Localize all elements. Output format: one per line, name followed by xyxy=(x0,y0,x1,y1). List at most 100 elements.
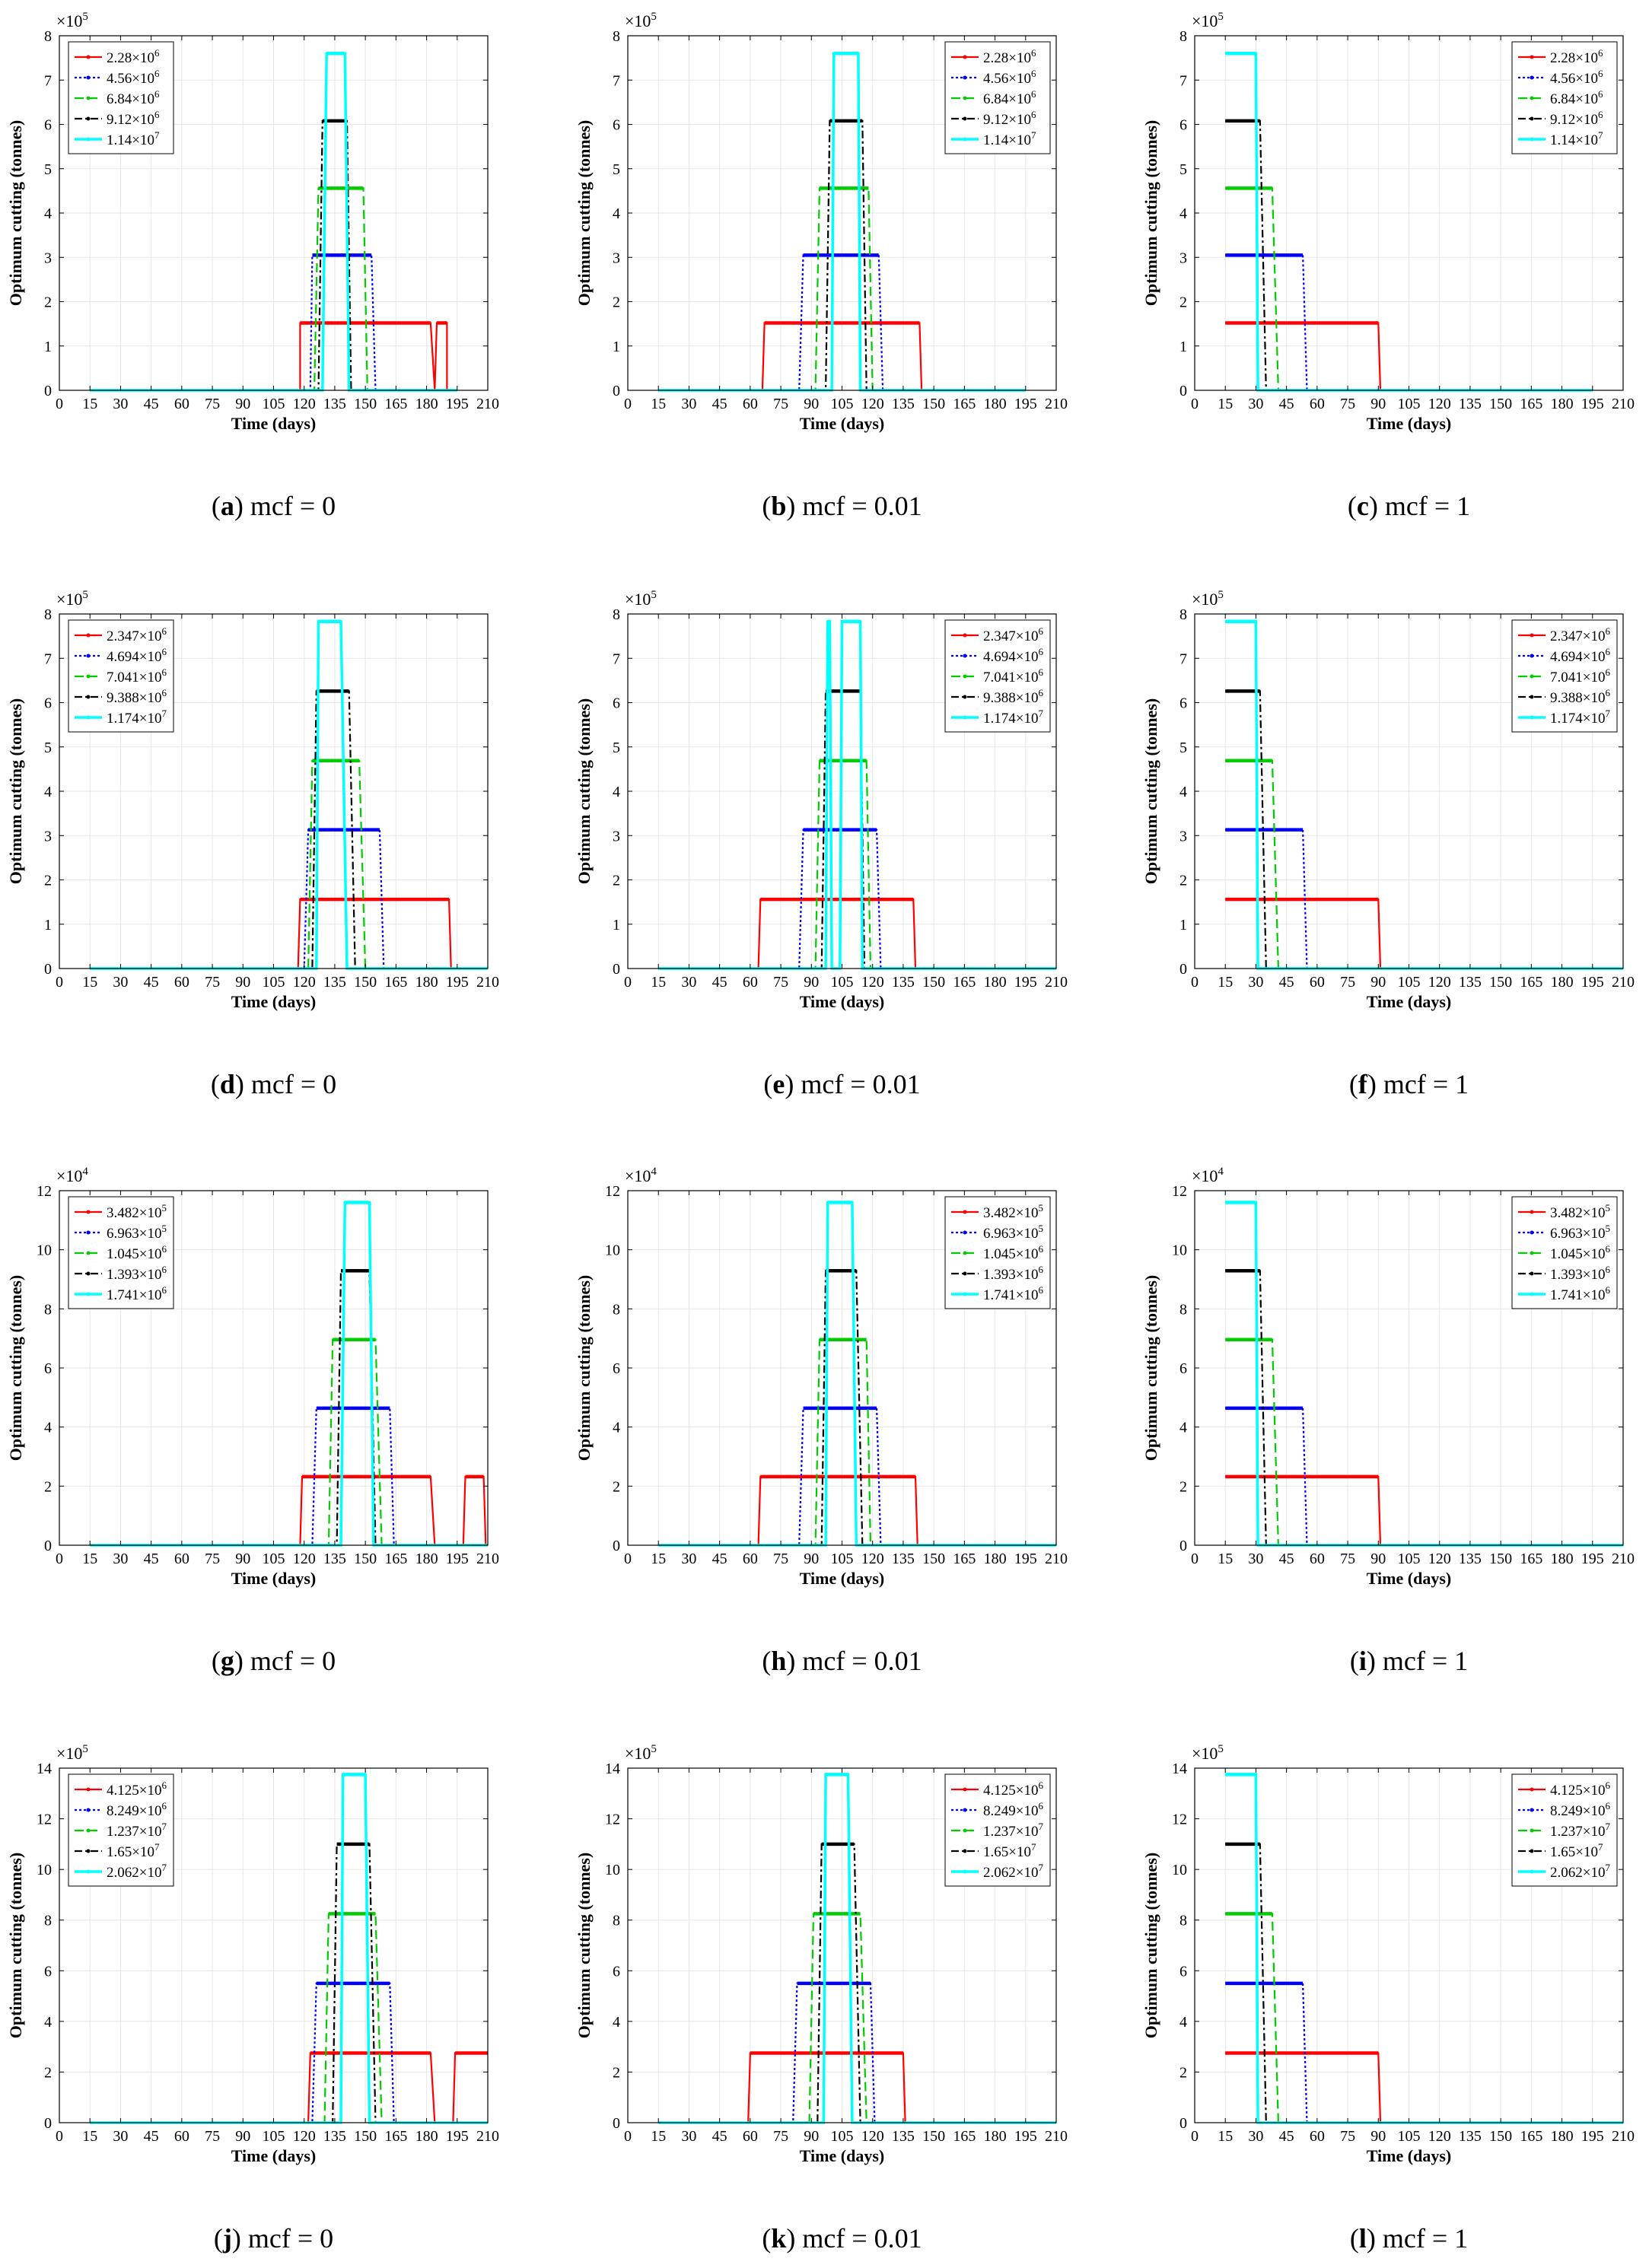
x-tick-label: 90 xyxy=(235,1551,250,1567)
legend-label-2: 8.249×106 xyxy=(107,1800,167,1819)
x-axis-label: Time (days) xyxy=(1367,2146,1451,2165)
legend-label-2: 6.963×105 xyxy=(1550,1223,1610,1242)
y-tick-label: 8 xyxy=(613,606,620,623)
x-tick-label: 165 xyxy=(384,974,407,991)
y-tick-label: 4 xyxy=(44,205,52,222)
chart-panel-c: 0 15 30 45 60 75 90 105 120 135 150 165 180 195 210012… xyxy=(1141,11,1635,521)
legend-label-4: 1.393×106 xyxy=(107,1264,167,1283)
y-tick-label: 4 xyxy=(613,1420,620,1436)
caption-mcf: mcf = 0.01 xyxy=(795,2223,922,2254)
y-tick-label: 6 xyxy=(44,117,52,134)
legend-marker-3 xyxy=(86,1251,91,1255)
legend-label-exponent: 6 xyxy=(1038,666,1043,678)
legend-label-exponent: 6 xyxy=(161,1800,167,1812)
x-tick-label: 90 xyxy=(1370,396,1386,412)
legend-marker-1 xyxy=(1530,633,1534,638)
caption-letter: j xyxy=(222,2223,232,2254)
x-tick-label: 195 xyxy=(1581,396,1604,412)
y-axis-label: Optimum cutting (tonnes) xyxy=(575,698,594,884)
x-tick-label: 75 xyxy=(1340,2128,1355,2145)
y-tick-label: 2 xyxy=(1179,873,1187,889)
x-tick-label: 210 xyxy=(1045,1551,1068,1567)
x-tick-label: 165 xyxy=(1520,2128,1542,2145)
y-tick-label: 6 xyxy=(44,1963,52,1980)
legend-label-4: 9.388×106 xyxy=(1550,687,1610,706)
x-tick-label: 15 xyxy=(1218,2128,1233,2145)
x-tick-label: 105 xyxy=(263,974,285,991)
x-tick-label: 15 xyxy=(651,2128,666,2145)
y-exponent-label: ×105 xyxy=(1192,589,1224,609)
y-axis-label: Optimum cutting (tonnes) xyxy=(6,120,25,306)
legend-box xyxy=(68,1773,174,1887)
x-tick-label: 90 xyxy=(804,396,819,412)
y-tick-label: 5 xyxy=(1179,161,1187,178)
legend-marker-1 xyxy=(1530,1787,1534,1792)
caption-open-paren: ( xyxy=(211,1069,220,1099)
legend-label-5: 2.062×107 xyxy=(983,1862,1043,1881)
y-exponent-label: ×104 xyxy=(625,1166,657,1185)
x-tick-label: 150 xyxy=(1489,2128,1512,2145)
y-tick-label: 0 xyxy=(613,383,620,399)
x-tick-label: 120 xyxy=(861,2128,884,2145)
y-tick-label: 5 xyxy=(44,161,52,178)
legend-label-exponent: 6 xyxy=(1038,646,1043,657)
y-tick-label: 8 xyxy=(1179,1301,1187,1318)
y-tick-label: 0 xyxy=(44,961,52,978)
legend-marker-4 xyxy=(1530,1849,1534,1853)
x-tick-label: 75 xyxy=(205,974,220,991)
legend-marker-2 xyxy=(86,1808,91,1812)
x-tick-label: 0 xyxy=(1191,1551,1199,1567)
y-exponent-label: ×105 xyxy=(625,1743,657,1763)
x-tick-label: 75 xyxy=(773,974,788,991)
legend-label-exponent: 7 xyxy=(1598,129,1603,141)
x-tick-label: 180 xyxy=(984,396,1007,412)
legend-label-exponent: 6 xyxy=(1605,1780,1610,1791)
caption-open-paren: ( xyxy=(762,491,771,521)
subfigure-caption: (i) mcf = 1 xyxy=(1350,1646,1468,1676)
legend-marker-2 xyxy=(963,1808,967,1812)
y-tick-label: 2 xyxy=(613,294,620,311)
x-tick-label: 0 xyxy=(56,396,63,412)
legend-marker-2 xyxy=(1530,654,1534,658)
y-tick-label: 6 xyxy=(613,1963,620,1980)
legend-label-exponent: 6 xyxy=(154,68,160,79)
x-tick-label: 60 xyxy=(1310,1551,1325,1567)
y-tick-label: 0 xyxy=(613,961,620,978)
x-tick-label: 195 xyxy=(446,2128,469,2145)
x-tick-label: 195 xyxy=(446,1551,469,1567)
legend-label-1: 4.125×106 xyxy=(983,1780,1043,1799)
legend-marker-5 xyxy=(963,1292,967,1296)
chart-panel-h: 0 15 30 45 60 75 90 105 120 135 150 165 180 195 210024… xyxy=(575,1166,1068,1676)
x-tick-label: 165 xyxy=(384,1551,407,1567)
legend-label-4: 9.12×106 xyxy=(107,109,160,128)
legend-label-5: 1.174×107 xyxy=(1550,708,1610,727)
y-exponent-label: ×104 xyxy=(1192,1166,1224,1185)
y-tick-label: 6 xyxy=(44,1360,52,1377)
y-exponent-label: ×105 xyxy=(625,589,657,609)
legend-label-exponent: 5 xyxy=(1038,1223,1043,1234)
chart-panel-e: 0 15 30 45 60 75 90 105 120 135 150 165 180 195 210012… xyxy=(575,589,1068,1099)
x-tick-label: 150 xyxy=(1489,974,1512,991)
x-tick-label: 120 xyxy=(293,974,316,991)
legend-label-exponent: 6 xyxy=(1605,687,1610,698)
y-tick-label: 1 xyxy=(613,917,620,934)
legend-marker-5 xyxy=(1530,715,1534,720)
x-tick-label: 75 xyxy=(205,396,220,412)
chart-panel-k: 0 15 30 45 60 75 90 105 120 135 150 165 180 195 210024… xyxy=(575,1743,1068,2254)
y-tick-label: 6 xyxy=(1179,117,1187,134)
x-tick-label: 30 xyxy=(113,2128,128,2145)
x-tick-label: 60 xyxy=(743,2128,758,2145)
caption-open-paren: ( xyxy=(212,1646,221,1676)
y-tick-label: 4 xyxy=(613,784,620,800)
legend-label-1: 2.28×106 xyxy=(1550,47,1603,66)
legend-marker-3 xyxy=(86,1828,91,1833)
x-tick-label: 135 xyxy=(892,2128,915,2145)
chart-panel-a: 0 15 30 45 60 75 90 105 120 135 150 165 180 195 210012… xyxy=(6,11,499,521)
y-tick-label: 14 xyxy=(37,1761,52,1777)
legend-marker-3 xyxy=(86,96,91,100)
y-tick-label: 5 xyxy=(613,740,620,756)
caption-mcf: mcf = 1 xyxy=(1378,491,1470,521)
legend-label-exponent: 6 xyxy=(1031,109,1036,120)
